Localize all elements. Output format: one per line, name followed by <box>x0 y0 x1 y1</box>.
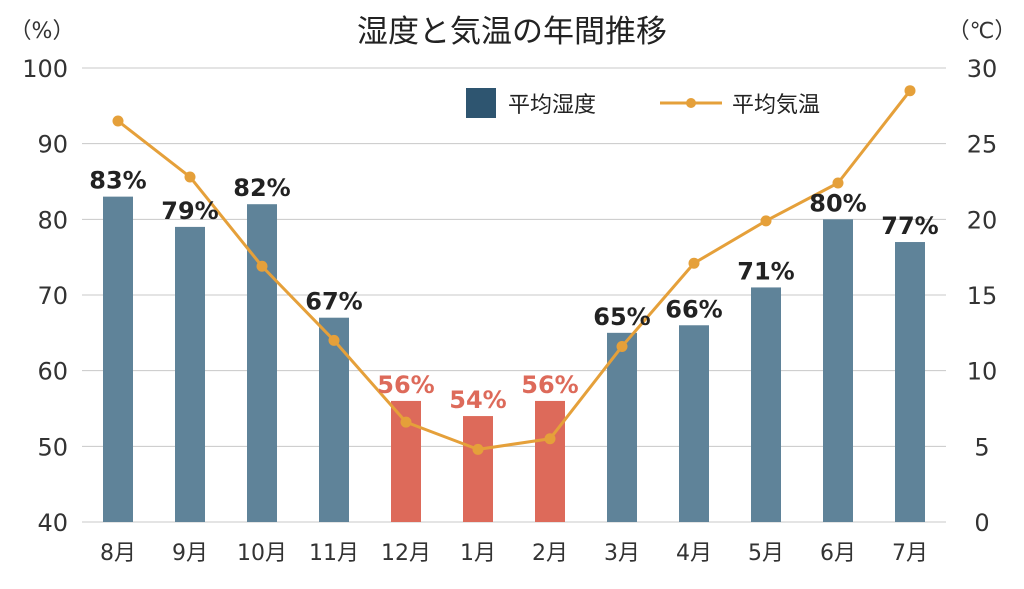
right-tick-label: 15 <box>967 282 998 310</box>
temperature-point <box>400 416 412 428</box>
humidity-bar <box>823 219 853 523</box>
temperature-point <box>904 85 916 97</box>
x-tick-label: 5月 <box>748 541 784 566</box>
temperature-point <box>472 443 484 455</box>
chart-title: 湿度と気温の年間推移 <box>357 14 667 50</box>
bar-value-label: 67% <box>305 288 362 316</box>
humidity-bar <box>679 325 709 522</box>
bar-value-label: 71% <box>737 257 794 285</box>
x-tick-label: 10月 <box>237 541 287 566</box>
bar-value-label: 56% <box>521 371 578 399</box>
x-tick-label: 11月 <box>309 541 359 566</box>
right-axis-ticks: 0 5 10 15 20 25 30 <box>967 55 998 537</box>
temperature-point <box>256 260 268 272</box>
humidity-bar <box>895 242 925 523</box>
left-tick-label: 40 <box>37 509 68 537</box>
left-tick-label: 80 <box>37 206 68 234</box>
temperature-point <box>616 340 628 352</box>
bar-value-label: 65% <box>593 303 650 331</box>
humidity-bar <box>175 226 205 522</box>
bar-value-label: 66% <box>665 295 722 323</box>
humidity-bar <box>751 287 781 522</box>
bar-value-label: 80% <box>809 189 866 217</box>
legend: 平均湿度 平均気温 <box>466 88 820 118</box>
humidity-bar <box>535 400 565 522</box>
right-axis-unit: （℃） <box>948 19 1017 44</box>
humidity-bar <box>319 317 349 522</box>
temperature-point <box>760 215 772 227</box>
left-tick-label: 70 <box>37 282 68 310</box>
right-tick-label: 10 <box>967 358 998 386</box>
humidity-bar <box>103 196 133 522</box>
x-tick-label: 4月 <box>676 541 712 566</box>
x-tick-label: 6月 <box>820 541 856 566</box>
right-tick-label: 30 <box>967 55 998 83</box>
right-tick-label: 25 <box>967 131 998 159</box>
left-axis-ticks: 40 50 60 70 80 90 100 <box>22 55 68 537</box>
legend-label-temperature: 平均気温 <box>732 93 820 118</box>
left-tick-label: 50 <box>37 433 68 461</box>
bar-value-label: 77% <box>881 212 938 240</box>
right-tick-label: 20 <box>967 206 998 234</box>
bar-value-label: 79% <box>161 197 218 225</box>
right-tick-label: 5 <box>974 433 989 461</box>
x-tick-label: 9月 <box>172 541 208 566</box>
legend-marker-temperature <box>686 98 696 108</box>
humidity-bar <box>463 416 493 522</box>
temperature-line <box>112 85 916 455</box>
x-tick-label: 12月 <box>381 541 431 566</box>
temperature-point <box>184 171 196 183</box>
bar-value-label: 56% <box>377 371 434 399</box>
gridlines <box>82 67 946 523</box>
temperature-polyline <box>117 89 912 451</box>
temperature-point <box>328 334 340 346</box>
legend-swatch-humidity <box>466 88 496 118</box>
legend-label-humidity: 平均湿度 <box>508 93 596 118</box>
humidity-bar <box>607 332 637 522</box>
x-tick-label: 8月 <box>100 541 136 566</box>
left-axis-unit: （%） <box>10 19 75 44</box>
temperature-point <box>832 177 844 189</box>
left-tick-label: 100 <box>22 55 68 83</box>
x-tick-label: 2月 <box>532 541 568 566</box>
humidity-bars <box>103 196 925 523</box>
right-tick-label: 0 <box>974 509 989 537</box>
temperature-point <box>112 115 124 127</box>
temperature-point <box>688 257 700 269</box>
left-tick-label: 60 <box>37 358 68 386</box>
bar-value-labels: 83% 79% 82% 67% 56% 54% 56% 65% 66% 71% 80% 77% <box>89 167 938 414</box>
bar-value-label: 54% <box>449 386 506 414</box>
temperature-point <box>544 433 556 445</box>
bar-value-label: 82% <box>233 174 290 202</box>
left-tick-label: 90 <box>37 131 68 159</box>
bar-value-label: 83% <box>89 167 146 195</box>
x-tick-label: 3月 <box>604 541 640 566</box>
x-axis-ticks: 8月 9月 10月 11月 12月 1月 2月 3月 4月 5月 6月 7月 <box>100 541 928 566</box>
x-tick-label: 7月 <box>892 541 928 566</box>
x-tick-label: 1月 <box>460 541 496 566</box>
humidity-bar <box>247 204 277 522</box>
